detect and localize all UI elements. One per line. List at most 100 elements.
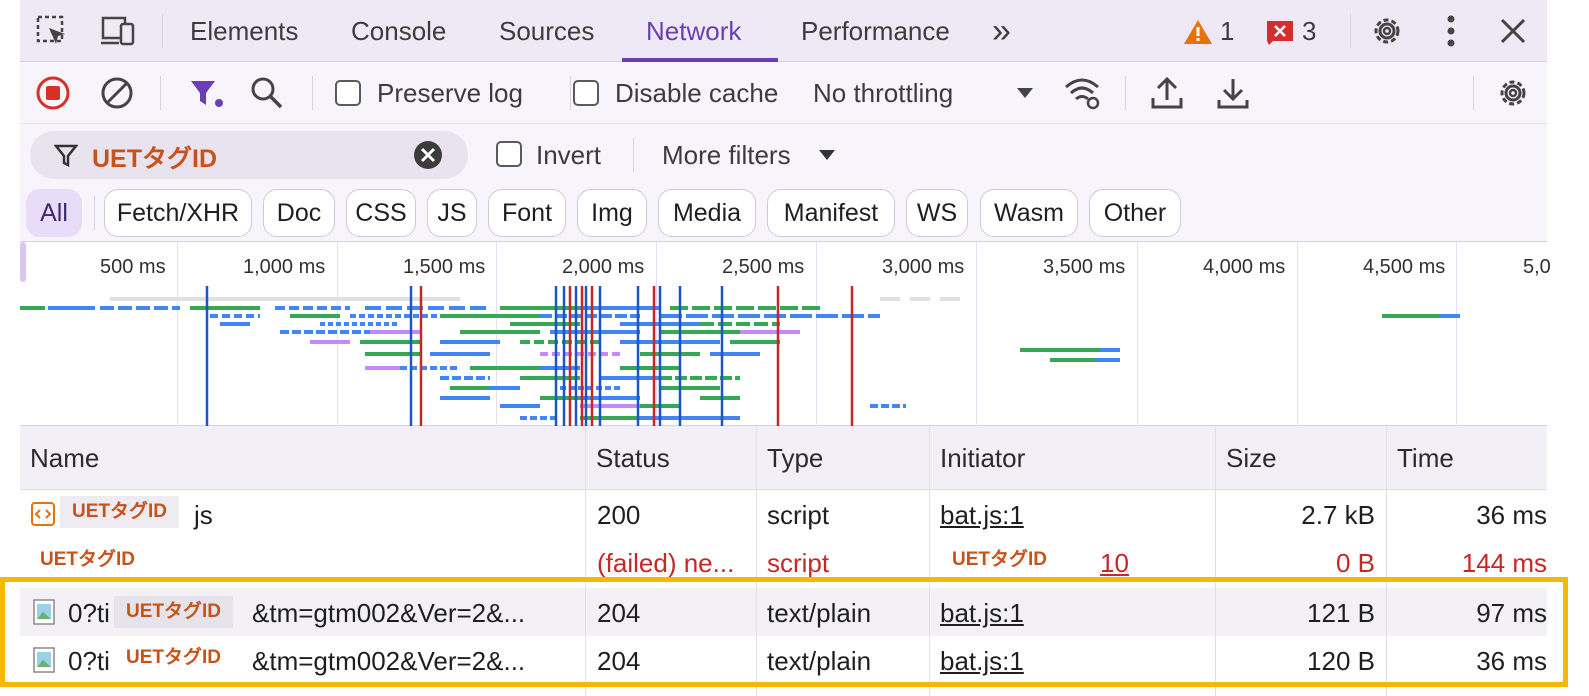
clear-icon[interactable] <box>98 74 136 112</box>
tab-console[interactable]: Console <box>351 16 447 46</box>
table-row[interactable]: UETタグID (failed) ne... script UETタグID 10… <box>20 538 1547 584</box>
devtools-panel: Elements Console Sources Network Perform… <box>20 0 1551 696</box>
network-overview[interactable]: 500 ms 1,000 ms 1,500 ms 2,000 ms 2,500 … <box>20 242 1551 426</box>
tab-network[interactable]: Network <box>646 16 742 46</box>
devtools-tabbar: Elements Console Sources Network Perform… <box>20 0 1547 62</box>
overview-tick-label: 4,000 ms <box>1203 256 1286 278</box>
error-icon[interactable] <box>1265 18 1295 46</box>
preserve-log-checkbox[interactable] <box>335 80 361 106</box>
overview-gridline <box>816 242 817 426</box>
settings-gear-icon[interactable] <box>1368 12 1406 50</box>
request-time: 36 ms <box>1476 500 1547 530</box>
device-toolbar-icon[interactable] <box>98 13 138 49</box>
type-filter-all[interactable]: All <box>26 189 82 237</box>
type-filter-js[interactable]: JS <box>427 189 477 237</box>
warning-count[interactable]: 1 <box>1220 16 1235 46</box>
image-file-icon <box>32 598 56 626</box>
redacted-name-label: UETタグID <box>114 642 234 674</box>
type-filter-doc[interactable]: Doc <box>263 189 335 237</box>
tab-elements[interactable]: Elements <box>190 16 299 46</box>
invert-label[interactable]: Invert <box>536 140 602 170</box>
column-divider[interactable] <box>929 426 930 696</box>
type-filter-wasm[interactable]: Wasm <box>980 189 1078 237</box>
filter-input-value[interactable]: UETタグID <box>92 145 218 173</box>
tab-sources[interactable]: Sources <box>499 16 595 46</box>
type-filter-manifest[interactable]: Manifest <box>767 189 895 237</box>
filter-input[interactable]: UETタグID <box>30 131 468 179</box>
column-header-status[interactable]: Status <box>596 443 670 473</box>
request-name[interactable]: &tm=gtm002&Ver=2&... <box>252 598 526 628</box>
type-filter-img[interactable]: Img <box>577 189 647 237</box>
request-name[interactable]: &tm=gtm002&Ver=2&... <box>252 646 526 676</box>
table-row[interactable]: 0?ti UETタグID &tm=gtm002&Ver=2&... 204 te… <box>20 636 1547 684</box>
column-divider[interactable] <box>585 426 586 696</box>
script-file-icon <box>30 501 56 527</box>
redacted-name-label: UETタグID <box>28 544 148 576</box>
image-file-icon <box>32 646 56 674</box>
requests-table-header: Name Status Type Initiator Size Time <box>20 426 1547 490</box>
type-filter-font[interactable]: Font <box>488 189 566 237</box>
disable-cache-checkbox[interactable] <box>573 80 599 106</box>
type-filter-fetch-xhr[interactable]: Fetch/XHR <box>104 189 252 237</box>
overview-tick-label: 2,500 ms <box>722 256 805 278</box>
overview-selection-handle[interactable] <box>20 242 26 282</box>
preserve-log-label[interactable]: Preserve log <box>377 78 523 108</box>
invert-checkbox[interactable] <box>496 141 522 167</box>
request-status: 204 <box>597 646 641 676</box>
redacted-initiator-label: UETタグID <box>940 544 1060 576</box>
column-divider[interactable] <box>1386 426 1387 696</box>
network-settings-gear-icon[interactable] <box>1494 74 1532 112</box>
request-initiator-link[interactable]: bat.js:1 <box>940 598 1024 628</box>
more-filters-chevron-icon[interactable] <box>817 146 837 164</box>
clear-filter-icon[interactable] <box>412 139 444 171</box>
import-har-icon[interactable] <box>1148 74 1186 112</box>
filter-funnel-icon[interactable] <box>188 76 226 110</box>
error-count[interactable]: 3 <box>1302 16 1317 46</box>
overview-gridline <box>177 242 178 426</box>
column-header-type[interactable]: Type <box>767 443 824 473</box>
search-icon[interactable] <box>248 74 286 112</box>
inspect-element-icon[interactable] <box>34 13 70 49</box>
type-filter-other[interactable]: Other <box>1089 189 1181 237</box>
customize-menu-icon[interactable] <box>1438 12 1464 50</box>
table-row[interactable]: UETタグID js 200 script bat.js:1 2.7 kB 36… <box>20 490 1547 538</box>
request-type: text/plain <box>767 598 872 628</box>
overview-gridline <box>1297 242 1298 426</box>
request-size: 2.7 kB <box>1301 500 1375 530</box>
column-header-initiator[interactable]: Initiator <box>940 443 1026 473</box>
overview-gridline <box>1137 242 1138 426</box>
request-name[interactable]: js <box>194 500 213 530</box>
request-name-prefix[interactable]: 0?ti <box>68 646 110 676</box>
column-header-name[interactable]: Name <box>30 443 100 473</box>
close-icon[interactable] <box>1496 14 1530 48</box>
disable-cache-label[interactable]: Disable cache <box>615 78 779 108</box>
request-name-prefix[interactable]: 0?ti <box>68 598 110 628</box>
record-stop-icon[interactable] <box>34 74 72 112</box>
request-status: (failed) ne... <box>597 548 735 578</box>
chevron-down-icon[interactable] <box>1015 84 1035 102</box>
tab-performance[interactable]: Performance <box>801 16 950 46</box>
more-tabs-icon[interactable]: » <box>992 12 1011 50</box>
throttling-select[interactable]: No throttling <box>813 78 954 108</box>
request-type: text/plain <box>767 646 872 676</box>
type-filter-media[interactable]: Media <box>658 189 756 237</box>
overview-waterfall <box>20 286 1460 426</box>
request-status: 200 <box>597 500 641 530</box>
table-row[interactable]: 0?ti UETタグID &tm=gtm002&Ver=2&... 204 te… <box>20 588 1547 636</box>
request-initiator-link[interactable]: bat.js:1 <box>940 646 1024 676</box>
export-har-icon[interactable] <box>1214 74 1252 112</box>
warning-icon[interactable] <box>1183 18 1213 46</box>
request-initiator-link[interactable]: bat.js:1 <box>940 500 1024 530</box>
overview-tick-label: 3,000 ms <box>882 256 965 278</box>
redacted-name-label: UETタグID <box>60 496 180 528</box>
column-divider[interactable] <box>756 426 757 696</box>
network-conditions-icon[interactable] <box>1062 74 1104 112</box>
type-filter-ws[interactable]: WS <box>906 189 968 237</box>
type-filter-css[interactable]: CSS <box>346 189 416 237</box>
column-header-size[interactable]: Size <box>1226 443 1277 473</box>
overview-gridline <box>976 242 977 426</box>
more-filters-dropdown[interactable]: More filters <box>662 140 791 170</box>
request-initiator-link[interactable]: 10 <box>1100 548 1129 578</box>
column-header-time[interactable]: Time <box>1397 443 1454 473</box>
column-divider[interactable] <box>1215 426 1216 696</box>
